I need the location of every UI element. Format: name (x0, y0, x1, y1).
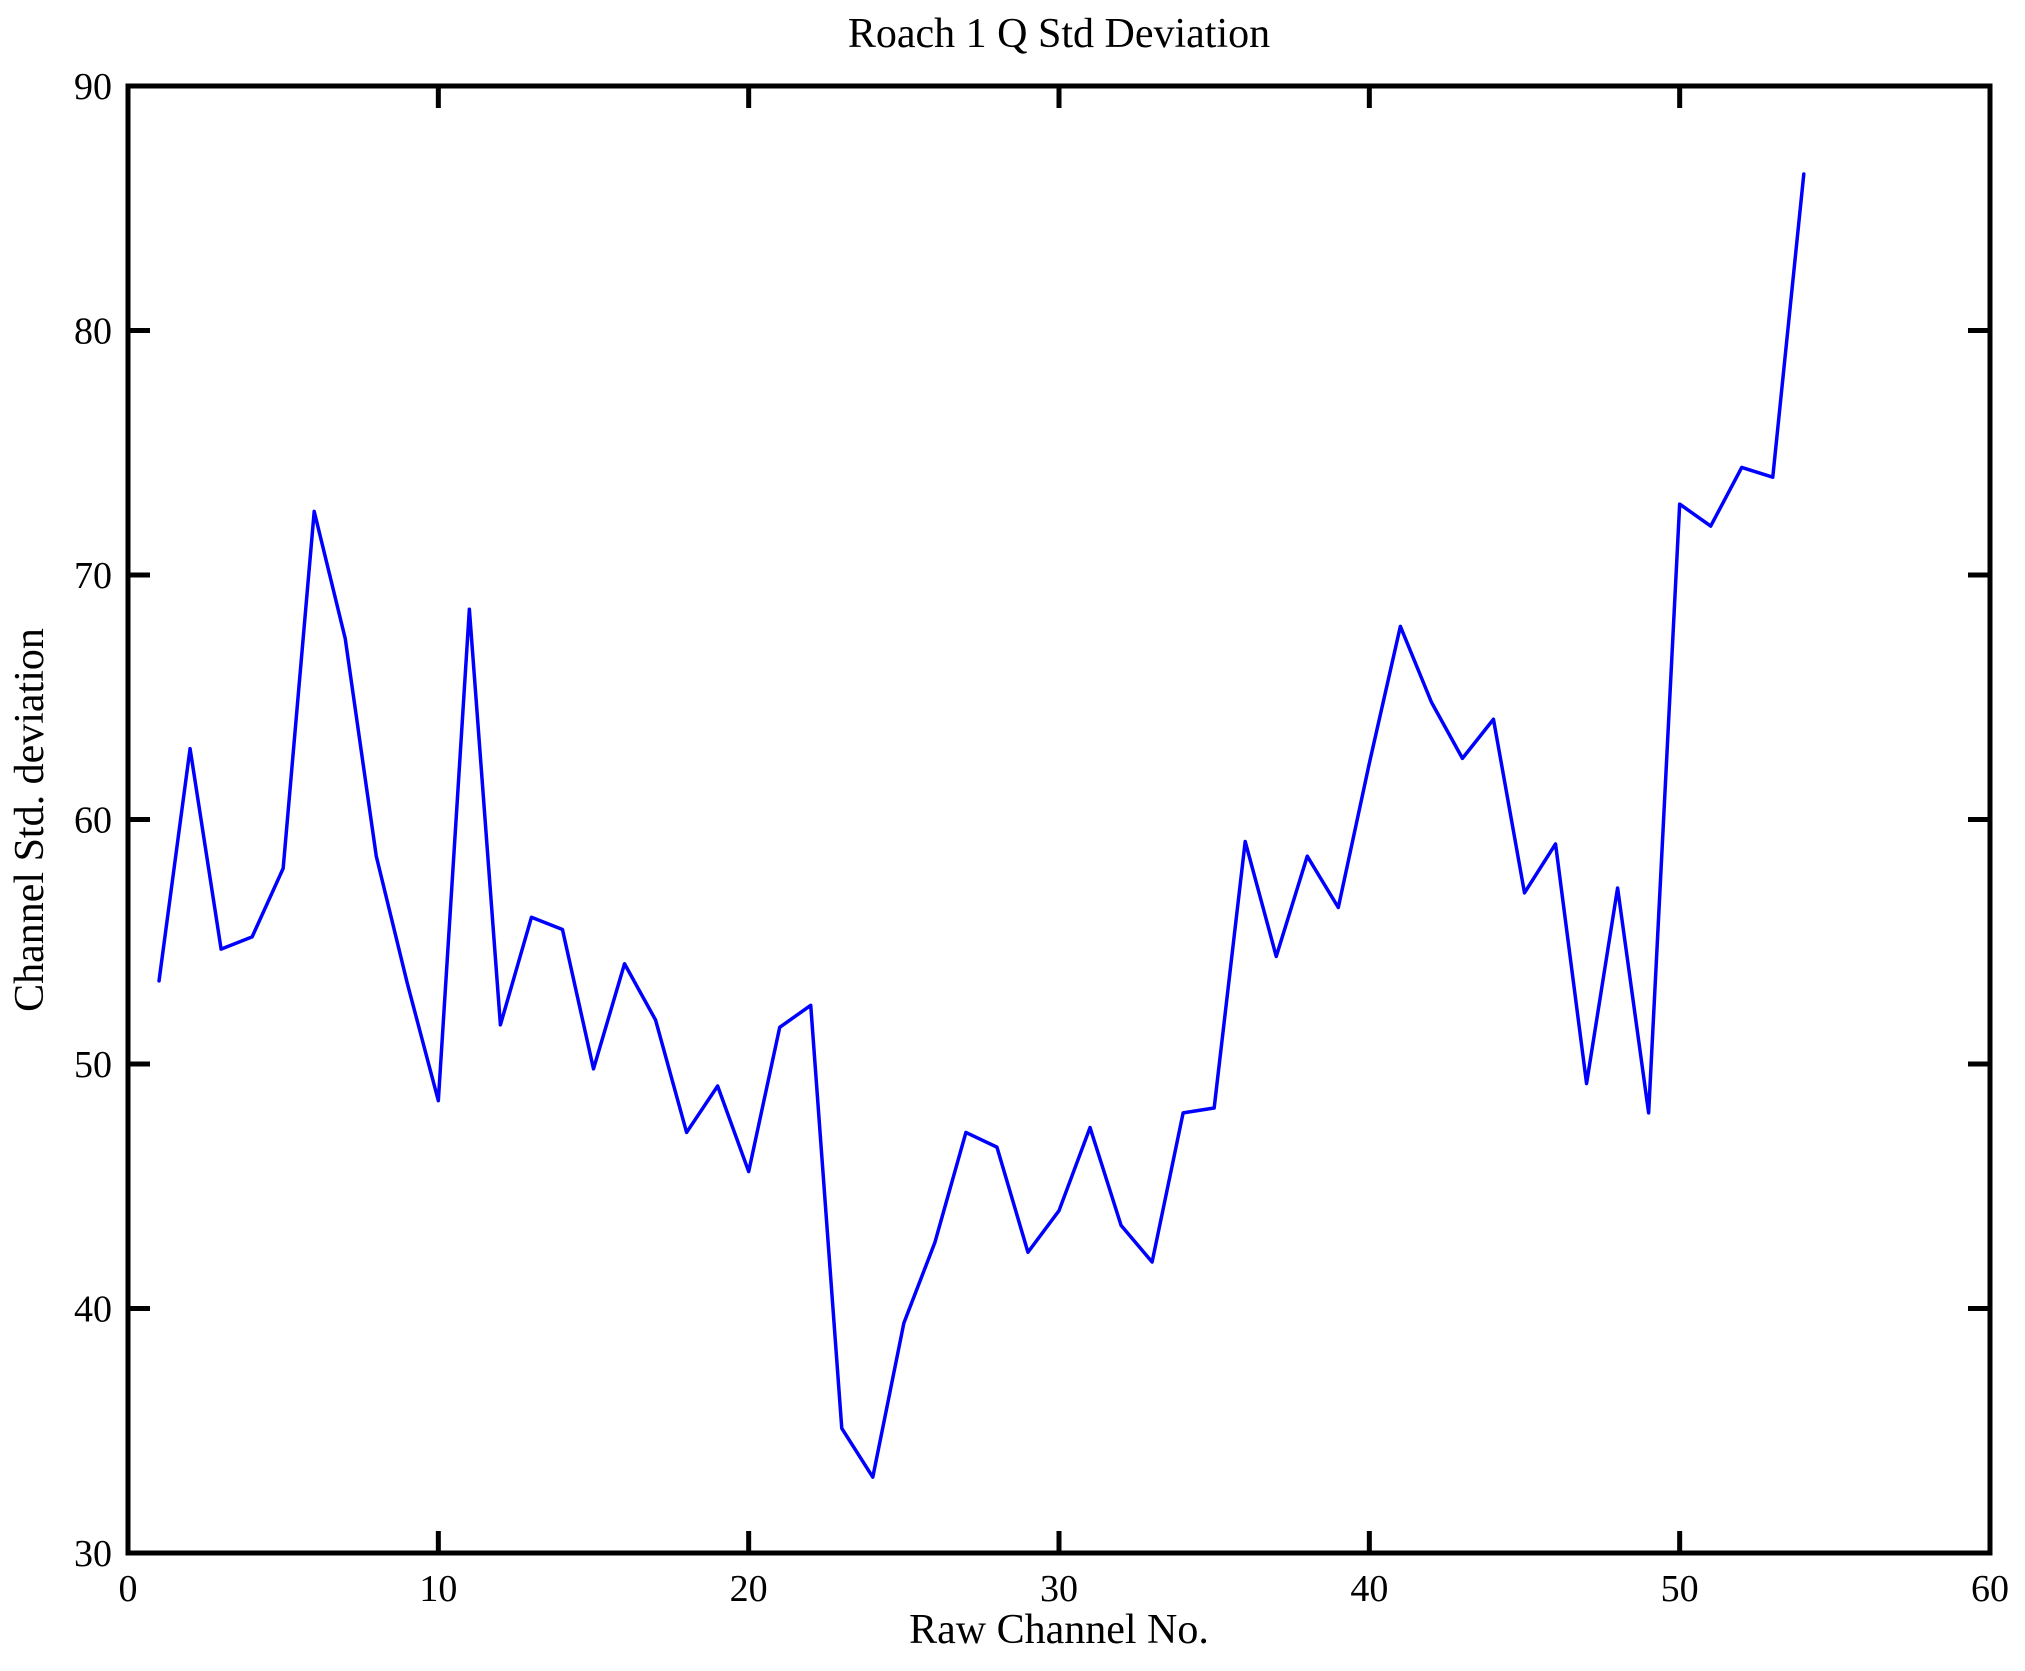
x-tick-label: 0 (119, 1568, 138, 1610)
x-tick-label: 60 (1971, 1568, 2009, 1610)
y-tick-label: 30 (74, 1533, 112, 1575)
y-tick-label: 60 (74, 800, 112, 842)
y-tick-label: 40 (74, 1289, 112, 1331)
y-tick-label: 70 (74, 555, 112, 597)
x-tick-label: 50 (1661, 1568, 1699, 1610)
chart-title: Roach 1 Q Std Deviation (847, 11, 1271, 57)
y-tick-label: 50 (74, 1044, 112, 1086)
x-axis-label: Raw Channel No. (909, 1607, 1209, 1653)
x-tick-label: 10 (419, 1568, 457, 1610)
x-tick-label: 30 (1040, 1568, 1078, 1610)
x-tick-label: 20 (730, 1568, 768, 1610)
y-tick-label: 80 (74, 311, 112, 353)
x-tick-label: 40 (1350, 1568, 1388, 1610)
data-line (157, 172, 1806, 1479)
y-tick-label: 90 (74, 66, 112, 108)
axes-box (125, 83, 1993, 1556)
